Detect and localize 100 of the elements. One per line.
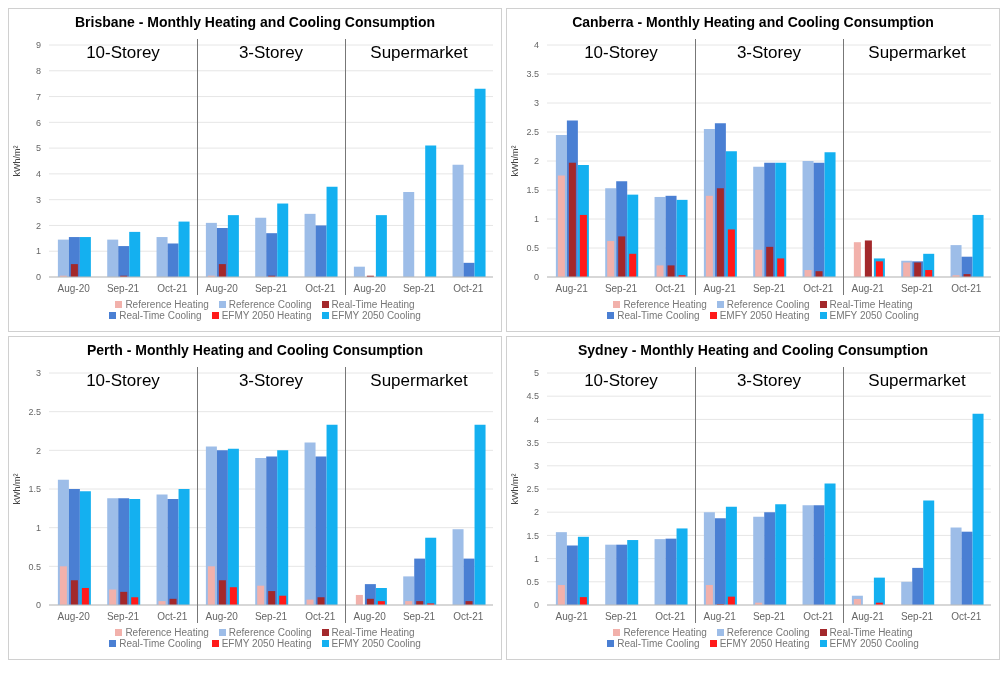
x-tick-label: Aug-20 <box>57 283 91 295</box>
legend-label: EMFY 2050 Heating <box>718 310 810 321</box>
y-tick-label: 1.5 <box>28 484 41 495</box>
y-tick-label: 7 <box>35 91 41 102</box>
y-tick-label: 5 <box>533 368 539 379</box>
x-tick-label: Aug-20 <box>353 283 387 295</box>
y-tick-label: 2.5 <box>526 127 539 138</box>
legend-label: Real-Time Cooling <box>118 310 202 321</box>
legend-label: Reference Heating <box>623 627 707 638</box>
x-tick-label: Oct-21 <box>305 283 336 295</box>
legend-label: EFMY 2050 Cooling <box>330 310 421 321</box>
y-tick-label: 2 <box>533 507 539 518</box>
x-tick-label: Sep-21 <box>752 283 786 295</box>
y-tick-label: 0 <box>533 600 539 611</box>
legend-label: Real-Time Cooling <box>616 310 700 321</box>
x-tick-label: Sep-21 <box>106 283 140 295</box>
x-tick-label: Sep-21 <box>604 611 638 623</box>
legend-label: EMFY 2050 Cooling <box>828 310 919 321</box>
x-tick-label: Aug-21 <box>703 611 737 623</box>
y-tick-label: 2 <box>533 156 539 167</box>
legend-label: EFMY 2050 Heating <box>718 638 810 649</box>
y-axis-title: kWh/m² <box>12 145 23 177</box>
y-tick-label: 4 <box>533 40 539 51</box>
y-tick-label: 1 <box>533 553 539 564</box>
legend-label: Real-Time Heating <box>330 627 415 638</box>
y-tick-label: 4 <box>533 414 539 425</box>
chart-title: Canberra - Monthly Heating and Cooling Consumption <box>571 13 935 32</box>
y-tick-label: 0 <box>35 600 41 611</box>
y-tick-label: 2 <box>35 445 41 456</box>
x-tick-label: Aug-21 <box>851 283 885 295</box>
y-tick-label: 6 <box>35 117 41 128</box>
legend-label: Real-Time Heating <box>828 299 913 310</box>
x-tick-label: Aug-20 <box>205 283 239 295</box>
annotation: Supermarket <box>867 371 967 391</box>
x-tick-label: Sep-21 <box>900 283 934 295</box>
x-tick-label: Sep-21 <box>900 611 934 623</box>
x-tick-label: Sep-21 <box>604 283 638 295</box>
y-tick-label: 3 <box>35 368 41 379</box>
y-tick-label: 2.5 <box>28 406 41 417</box>
x-tick-label: Oct-21 <box>655 283 686 295</box>
x-tick-label: Aug-21 <box>555 611 589 623</box>
x-tick-label: Oct-21 <box>453 283 484 295</box>
x-tick-label: Sep-21 <box>106 611 140 623</box>
y-tick-label: 0.5 <box>28 561 41 572</box>
annotation: Supermarket <box>369 371 469 391</box>
y-axis-title: kWh/m² <box>12 473 23 505</box>
x-tick-label: Sep-21 <box>752 611 786 623</box>
y-tick-label: 3 <box>533 460 539 471</box>
x-tick-label: Aug-21 <box>703 283 737 295</box>
x-tick-label: Aug-20 <box>57 611 91 623</box>
y-tick-label: 3.5 <box>526 437 539 448</box>
annotation: 3-Storey <box>735 43 803 63</box>
legend-label: Real-Time Cooling <box>616 638 700 649</box>
y-tick-label: 3.5 <box>526 69 539 80</box>
annotation: 3-Storey <box>735 371 803 391</box>
y-tick-label: 2.5 <box>526 484 539 495</box>
legend-label: Reference Cooling <box>228 627 312 638</box>
annotation: 10-Storey <box>583 43 659 63</box>
y-tick-label: 2 <box>35 220 41 231</box>
legend-label: Reference Heating <box>125 299 209 310</box>
annotation: 3-Storey <box>237 43 305 63</box>
y-tick-label: 1 <box>35 522 41 533</box>
chart-title: Sydney - Monthly Heating and Cooling Consumption <box>577 341 929 360</box>
x-tick-label: Oct-21 <box>803 611 834 623</box>
y-tick-label: 1 <box>533 214 539 225</box>
chart-title: Brisbane - Monthly Heating and Cooling Consumption <box>73 13 437 32</box>
x-tick-label: Oct-21 <box>453 611 484 623</box>
x-tick-label: Aug-21 <box>851 611 885 623</box>
chart-title: Perth - Monthly Heating and Cooling Consumption <box>86 341 424 360</box>
y-tick-label: 1 <box>35 246 41 257</box>
y-axis-title: kWh/m² <box>510 473 521 505</box>
legend-label: Real-Time Heating <box>330 299 415 310</box>
x-tick-label: Aug-20 <box>353 611 387 623</box>
x-tick-label: Oct-21 <box>305 611 336 623</box>
legend-label: Real-Time Cooling <box>118 638 202 649</box>
legend-label: Real-Time Heating <box>828 627 913 638</box>
annotation: 10-Storey <box>85 371 161 391</box>
y-tick-label: 0 <box>533 272 539 283</box>
y-tick-label: 0.5 <box>526 243 539 254</box>
annotation: Supermarket <box>867 43 967 63</box>
y-tick-label: 3 <box>533 98 539 109</box>
y-tick-label: 3 <box>35 194 41 205</box>
legend-label: Reference Cooling <box>726 627 810 638</box>
y-tick-label: 5 <box>35 143 41 154</box>
x-tick-label: Oct-21 <box>951 611 982 623</box>
annotation: 10-Storey <box>85 43 161 63</box>
x-tick-label: Oct-21 <box>157 611 188 623</box>
legend-label: Reference Heating <box>125 627 209 638</box>
y-tick-label: 9 <box>35 40 41 51</box>
legend-label: Reference Heating <box>623 299 707 310</box>
x-tick-label: Sep-21 <box>402 283 436 295</box>
legend-label: Reference Cooling <box>228 299 312 310</box>
y-tick-label: 8 <box>35 65 41 76</box>
legend-label: Reference Cooling <box>726 299 810 310</box>
x-tick-label: Oct-21 <box>803 283 834 295</box>
legend-label: EFMY 2050 Cooling <box>828 638 919 649</box>
y-tick-label: 1.5 <box>526 530 539 541</box>
x-tick-label: Oct-21 <box>951 283 982 295</box>
y-tick-label: 4 <box>35 169 41 180</box>
x-tick-label: Aug-20 <box>205 611 239 623</box>
